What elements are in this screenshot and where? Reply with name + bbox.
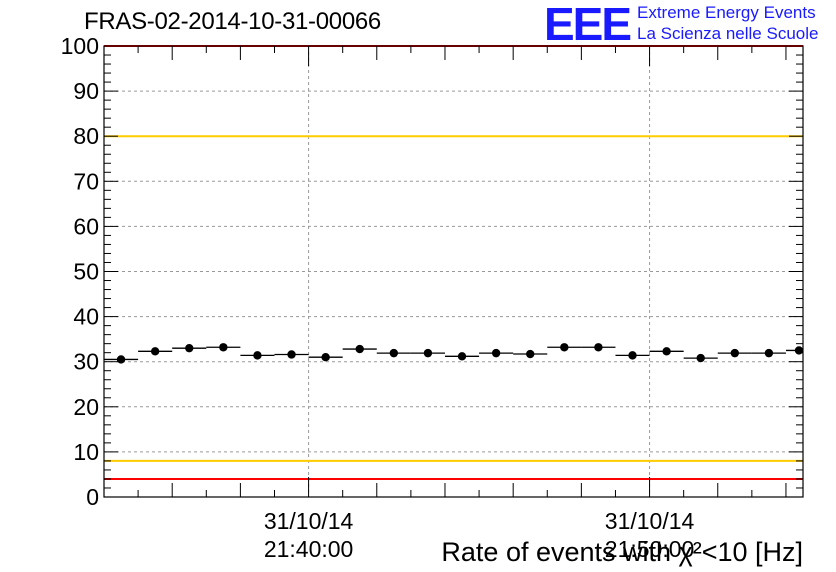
data-point (560, 343, 569, 352)
data-point (116, 355, 126, 364)
axis-labels: 010203040506070809010031/10/1421:40:0031… (61, 33, 803, 567)
y-tick-label: 20 (73, 394, 99, 420)
data-point (219, 343, 228, 352)
axis-ticks (103, 45, 803, 498)
data-point (764, 348, 774, 358)
eee-logo: EEE Extreme Energy Events La Scienza nel… (544, 0, 836, 50)
data-point (730, 348, 740, 358)
y-tick-label: 30 (73, 349, 99, 375)
data-point (594, 343, 603, 352)
y-tick-label: 60 (73, 213, 99, 239)
x-tick-label-time: 21:50:00 (605, 536, 695, 562)
y-tick-label: 80 (73, 123, 99, 149)
x-axis-title: Rate of events with χ²<10 [Hz] (441, 537, 803, 567)
y-tick-label: 10 (73, 439, 99, 465)
data-point (794, 346, 804, 355)
x-tick-label-date: 31/10/14 (605, 508, 695, 534)
data-point (150, 347, 160, 356)
data-point (355, 344, 364, 354)
data-point (457, 352, 467, 361)
logo-line-2: La Scienza nelle Scuole (637, 24, 819, 43)
x-tick-label-date: 31/10/14 (264, 508, 354, 534)
data-point (253, 351, 262, 360)
logo-line-1: Extreme Energy Events (637, 3, 816, 22)
data-point (628, 351, 637, 360)
chart-title: FRAS-02-2014-10-31-00066 (84, 8, 381, 35)
data-point (662, 347, 671, 356)
data-point (185, 343, 194, 353)
x-tick-label-time: 21:40:00 (264, 536, 354, 562)
data-point (321, 352, 330, 362)
data-point (287, 350, 296, 359)
grid (104, 46, 803, 497)
data-point (389, 348, 399, 358)
data-points (104, 343, 804, 364)
y-tick-label: 100 (61, 33, 99, 59)
y-tick-label: 0 (86, 484, 99, 510)
y-tick-label: 90 (73, 78, 99, 104)
y-tick-label: 70 (73, 168, 99, 194)
data-point (491, 348, 501, 358)
data-point (696, 353, 705, 363)
y-tick-label: 50 (73, 259, 99, 285)
y-tick-label: 40 (73, 304, 99, 330)
reference-lines (104, 45, 803, 480)
logo-mark: EEE (544, 0, 632, 50)
data-point (526, 349, 535, 359)
data-point (423, 348, 433, 358)
